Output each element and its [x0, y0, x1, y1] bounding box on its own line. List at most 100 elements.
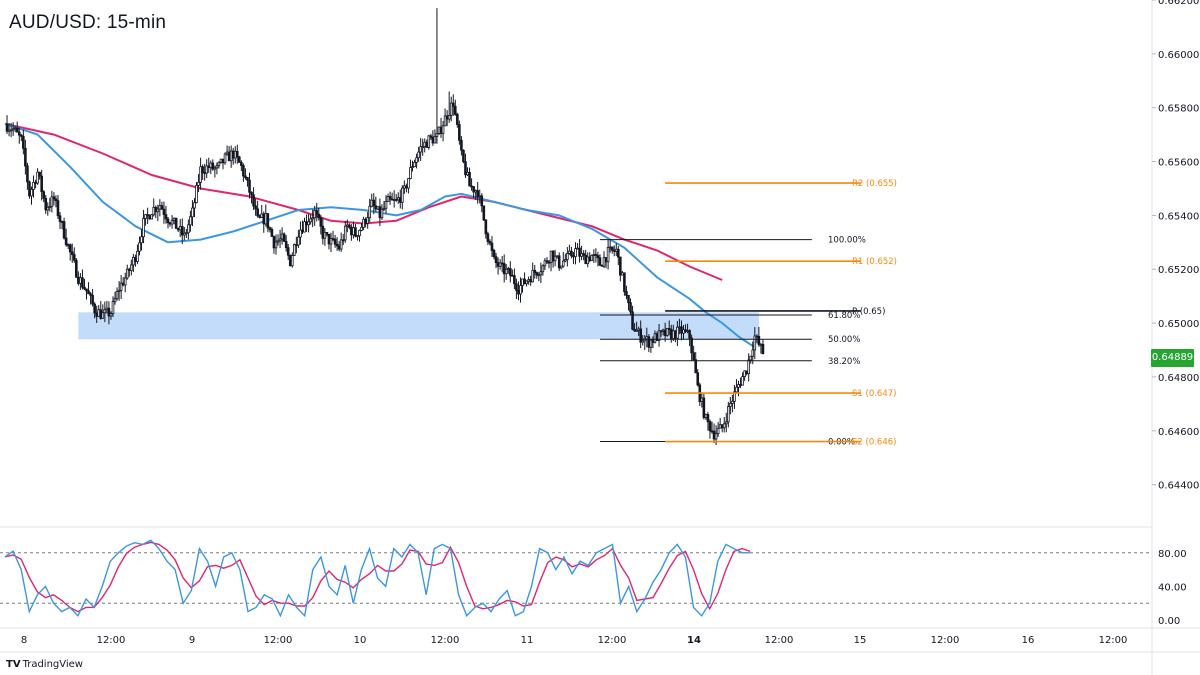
candle [749, 355, 753, 364]
candle [288, 254, 292, 267]
candle [472, 185, 475, 198]
candle [451, 94, 455, 116]
candle [101, 304, 105, 319]
candle [498, 259, 502, 270]
candle-body [702, 397, 706, 418]
candle-body [535, 272, 539, 276]
candle-body [335, 243, 339, 247]
price-tick-label: 0.65000 [1158, 319, 1199, 330]
candle [311, 209, 314, 228]
candle-body [441, 125, 445, 134]
candle-body [372, 199, 376, 207]
candle-body [352, 227, 355, 236]
candle [592, 249, 596, 264]
candle-body [123, 277, 127, 286]
candle [462, 149, 465, 164]
price-tick-label: 0.64800 [1158, 373, 1199, 384]
candle [390, 192, 394, 201]
candle [584, 249, 587, 265]
candle-body [529, 279, 532, 283]
pivot-levels[interactable]: R2 (0.655) R1 (0.652) P (0.65) S1 (0.647) S2… [665, 179, 897, 448]
candle [537, 272, 541, 282]
candle-body [606, 247, 610, 263]
candle [331, 230, 335, 242]
candle-body [207, 165, 211, 169]
candle-body [621, 272, 624, 276]
candle-body [665, 327, 669, 336]
candle [115, 287, 119, 301]
candle [134, 254, 137, 267]
time-tick-label: 10 [354, 635, 367, 646]
candle [551, 250, 555, 268]
candle [724, 412, 728, 433]
candle [154, 205, 158, 219]
candle [657, 323, 661, 347]
candle [568, 244, 571, 255]
candle-body [610, 246, 614, 251]
candle [123, 272, 127, 293]
candle-body [578, 247, 581, 257]
candle-body [307, 221, 310, 226]
candle-body [547, 261, 551, 264]
candle [445, 110, 449, 127]
candle-body [130, 264, 133, 271]
candle [350, 224, 353, 241]
candle [470, 178, 473, 191]
candle-body [156, 208, 160, 213]
candle [185, 228, 188, 238]
candle-body [468, 171, 471, 187]
tradingview-brand[interactable]: TV TradingView [6, 659, 83, 670]
time-tick-label: 12:00 [931, 635, 960, 646]
candle-body [187, 224, 190, 234]
candle-body [706, 414, 710, 423]
candle [460, 136, 463, 156]
candle-body [482, 205, 486, 221]
candle-body [229, 150, 233, 162]
fib-level-label: 100.00% [828, 236, 866, 246]
candle [229, 145, 233, 168]
candle [419, 138, 422, 161]
pivot-level-label: S1 (0.647) [852, 389, 896, 399]
candle [570, 246, 573, 259]
support-zone-rect [78, 312, 759, 340]
candle-body [134, 256, 137, 262]
price-tick-label: 0.64600 [1158, 427, 1199, 438]
candle [743, 370, 746, 381]
candle [456, 112, 459, 128]
candle [11, 122, 15, 136]
candle [447, 91, 451, 123]
candle-body [669, 329, 673, 339]
candle-body [588, 256, 592, 262]
candle-body [714, 433, 718, 440]
candle-body [549, 250, 553, 263]
candle-body [511, 274, 514, 277]
candle [307, 213, 310, 233]
candle [480, 193, 484, 213]
candle [712, 423, 716, 443]
candle-body [688, 330, 691, 339]
candle-body [85, 288, 88, 292]
candle-body [244, 175, 247, 178]
candle [523, 272, 526, 285]
candle [174, 217, 178, 229]
candle-body [645, 336, 649, 340]
candle [478, 189, 482, 204]
ema-fast-line [4, 122, 756, 349]
candle [421, 138, 424, 156]
time-tick-label: 12:00 [765, 635, 794, 646]
candle-body [91, 294, 94, 305]
candle [217, 161, 221, 169]
candle-body [525, 280, 528, 285]
candle-body [543, 260, 547, 267]
candle [745, 370, 748, 376]
candle [376, 206, 380, 211]
candle-body [641, 340, 645, 343]
candle-body [42, 191, 46, 199]
candle [125, 264, 129, 280]
candle [254, 198, 257, 216]
candle [407, 178, 410, 194]
candle-body [44, 197, 48, 211]
candle [403, 180, 406, 194]
fibonacci-retracement[interactable]: 100.00% 61.80% 50.00% 38.20% 0.00% [599, 236, 866, 448]
